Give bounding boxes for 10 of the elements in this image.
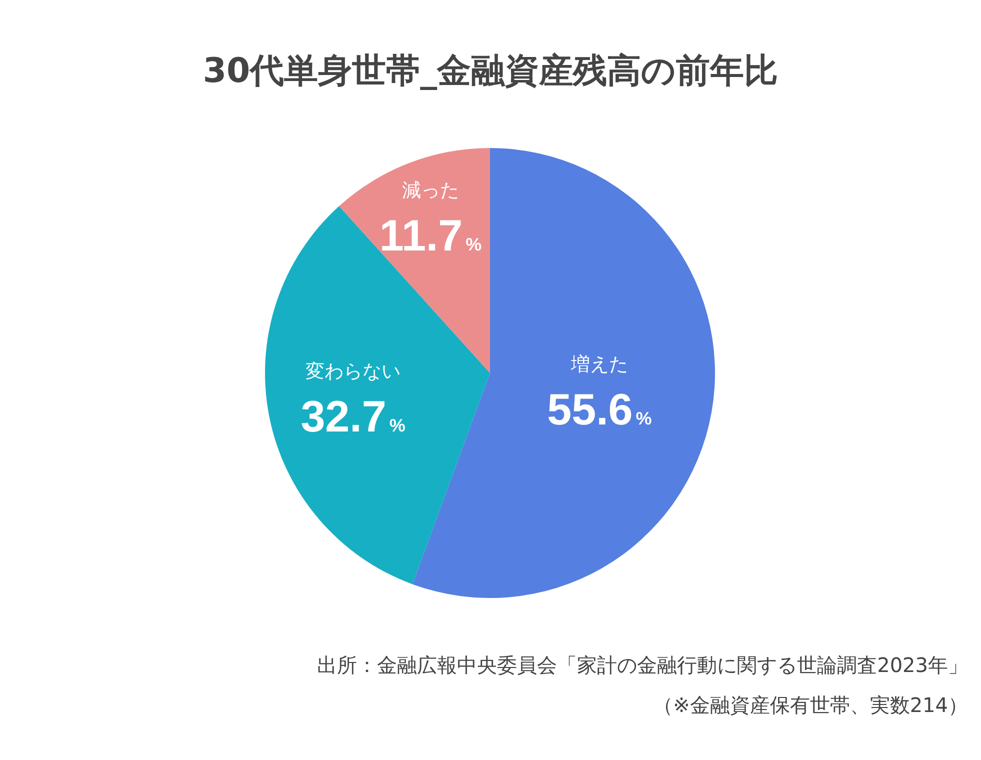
slice-label: 変わらない: [306, 360, 401, 383]
pie-slice: [265, 206, 490, 584]
data-label: 55.6%: [547, 385, 652, 434]
slice-label: 増えた: [570, 353, 628, 376]
data-label: 32.7%: [300, 392, 406, 442]
text: （※金融資産保有世帯、実数214）: [653, 693, 968, 717]
chart-title: 30代単身世帯_金融資産残高の前年比: [202, 51, 778, 91]
data-label: 11.7%: [379, 212, 482, 261]
slice-label: 減った: [402, 180, 460, 202]
text: 出所：金融広報中央委員会「家計の金融行動に関する世論調査2023年」: [317, 653, 968, 677]
